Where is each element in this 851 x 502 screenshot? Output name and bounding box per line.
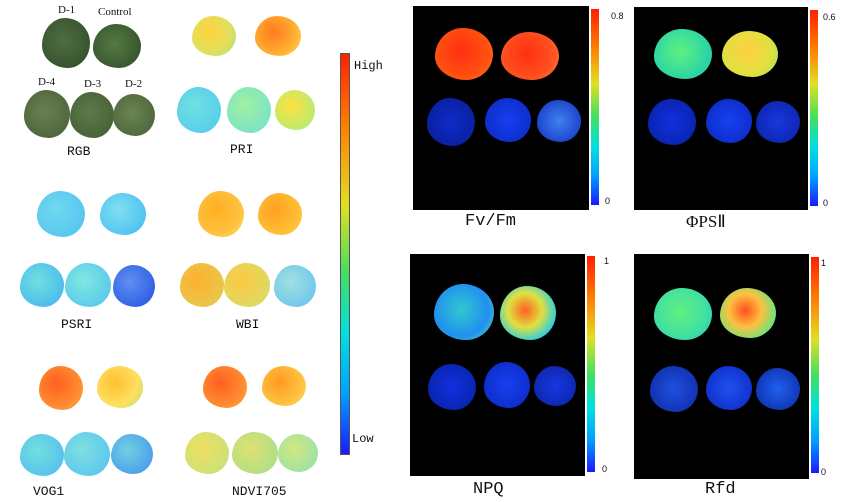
rgb-panel: D-1 Control D-4 D-3 D-2 RGB [15, 2, 165, 162]
phipsii-colorbar-max: 0.6 [823, 12, 836, 22]
vog1-leaf-d2 [111, 434, 153, 474]
vog1-leaf-d1 [39, 366, 83, 410]
fvfm-image [413, 6, 589, 210]
fvfm-leaf-control [501, 32, 559, 80]
wbi-leaf-d4 [180, 263, 224, 307]
psri-leaf-d1 [37, 191, 85, 237]
psri-panel: PSRI [15, 185, 165, 335]
ndvi705-leaf-control [262, 366, 306, 406]
rfd-leaf-d3 [706, 366, 752, 410]
main-colorbar [340, 53, 350, 455]
pri-leaf-d4 [177, 87, 221, 133]
main-colorbar-low-label: Low [352, 432, 374, 446]
npq-colorbar-min: 0 [602, 464, 608, 474]
pri-leaf-control [255, 16, 301, 56]
ndvi705-leaf-d3 [232, 432, 278, 474]
npq-leaf-d4 [428, 364, 476, 410]
wbi-leaf-d1 [198, 191, 244, 237]
rfd-leaf-d4 [650, 366, 698, 412]
fvfm-leaf-d1 [435, 28, 493, 80]
npq-colorbar-max: 1 [604, 256, 610, 266]
rgb-leaf-d1 [42, 18, 90, 68]
rfd-leaf-d2 [756, 368, 800, 410]
wbi-leaf-d2 [274, 265, 316, 307]
caption-fvfm: Fv/Fm [465, 212, 517, 231]
caption-pri: PRI [230, 142, 254, 157]
wbi-leaf-d3 [224, 263, 270, 307]
pri-leaf-d1 [192, 16, 236, 56]
phipsii-leaf-d3 [706, 99, 752, 143]
psri-leaf-control [100, 193, 146, 235]
fvfm-colorbar-min: 0 [605, 196, 611, 206]
ndvi705-panel: NDVI705 [170, 362, 320, 502]
rfd-colorbar-min: 0 [821, 467, 827, 477]
npq-leaf-control [500, 286, 556, 340]
npq-leaf-d3 [484, 362, 530, 408]
ndvi705-leaf-d1 [203, 366, 247, 408]
label-d1: D-1 [58, 4, 76, 16]
vog1-leaf-d4 [20, 434, 64, 476]
rfd-colorbar-max: 1 [821, 258, 827, 268]
fvfm-leaf-d3 [485, 98, 531, 142]
npq-image [410, 254, 585, 476]
ndvi705-leaf-d2 [278, 434, 318, 472]
pri-leaf-d3 [227, 87, 271, 133]
wbi-leaf-control [258, 193, 302, 235]
main-colorbar-high-label: High [354, 59, 383, 73]
caption-wbi: WBI [236, 317, 260, 332]
rfd-leaf-control [720, 288, 776, 338]
rgb-leaf-control [93, 24, 141, 68]
label-d3: D-3 [84, 78, 102, 90]
wbi-panel: WBI [170, 185, 320, 335]
fvfm-colorbar [591, 9, 599, 205]
caption-rgb: RGB [67, 144, 91, 159]
phipsii-leaf-d1 [654, 29, 712, 79]
fvfm-colorbar-max: 0.8 [611, 11, 624, 21]
caption-rfd: Rfd [705, 480, 736, 499]
caption-ndvi705: NDVI705 [232, 484, 287, 499]
rgb-leaf-d4 [24, 90, 70, 138]
rfd-colorbar [811, 257, 819, 473]
psri-leaf-d3 [65, 263, 111, 307]
rfd-image [634, 254, 809, 479]
ndvi705-leaf-d4 [185, 432, 229, 474]
phipsii-leaf-control [722, 31, 778, 77]
label-d2: D-2 [125, 78, 143, 90]
psri-leaf-d2 [113, 265, 155, 307]
vog1-leaf-d3 [64, 432, 110, 476]
vog1-leaf-control [97, 366, 143, 408]
fvfm-leaf-d2 [537, 100, 581, 142]
caption-npq: NPQ [473, 480, 504, 499]
npq-leaf-d2 [534, 366, 576, 406]
rgb-leaf-d2 [113, 94, 155, 136]
phipsii-leaf-d4 [648, 99, 696, 145]
fvfm-leaf-d4 [427, 98, 475, 146]
phipsii-colorbar-min: 0 [823, 198, 829, 208]
npq-colorbar [587, 256, 595, 472]
label-d4: D-4 [38, 76, 56, 88]
phipsii-image [634, 7, 808, 210]
caption-phipsii: ΦPSⅡ [686, 212, 726, 231]
psri-leaf-d4 [20, 263, 64, 307]
pri-panel: PRI [170, 2, 320, 162]
npq-leaf-d1 [434, 284, 494, 340]
phipsii-leaf-d2 [756, 101, 800, 143]
pri-leaf-d2 [275, 90, 315, 130]
label-control: Control [98, 6, 132, 18]
phipsii-colorbar [810, 10, 818, 206]
vog1-panel: VOG1 [15, 362, 165, 502]
caption-vog1: VOG1 [33, 484, 65, 499]
rfd-leaf-d1 [654, 288, 712, 340]
caption-psri: PSRI [61, 317, 93, 332]
rgb-leaf-d3 [70, 92, 114, 138]
